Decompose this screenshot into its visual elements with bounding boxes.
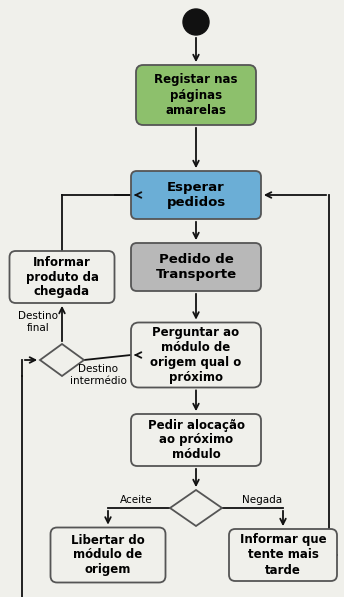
FancyBboxPatch shape [131, 322, 261, 387]
FancyBboxPatch shape [51, 528, 165, 583]
Text: Pedir alocação
ao próximo
módulo: Pedir alocação ao próximo módulo [148, 418, 245, 461]
Text: Destino
final: Destino final [18, 311, 58, 333]
Text: Aceite: Aceite [120, 495, 153, 505]
Text: Informar que
tente mais
tarde: Informar que tente mais tarde [240, 534, 326, 577]
Circle shape [183, 9, 209, 35]
FancyBboxPatch shape [131, 243, 261, 291]
Text: Libertar do
módulo de
origem: Libertar do módulo de origem [71, 534, 145, 577]
Text: Esperar
pedidos: Esperar pedidos [166, 181, 226, 209]
FancyBboxPatch shape [131, 171, 261, 219]
Text: Informar
produto da
chegada: Informar produto da chegada [25, 256, 98, 298]
Text: Negada: Negada [242, 495, 282, 505]
FancyBboxPatch shape [136, 65, 256, 125]
Text: Pedido de
Transporte: Pedido de Transporte [155, 253, 237, 281]
Polygon shape [170, 490, 222, 526]
FancyBboxPatch shape [131, 414, 261, 466]
Text: Perguntar ao
módulo de
origem qual o
próximo: Perguntar ao módulo de origem qual o pró… [150, 326, 241, 384]
Text: Destino
intermédio: Destino intermédio [70, 364, 127, 386]
FancyBboxPatch shape [10, 251, 115, 303]
Text: Registar nas
páginas
amarelas: Registar nas páginas amarelas [154, 73, 238, 116]
FancyBboxPatch shape [229, 529, 337, 581]
Polygon shape [40, 344, 84, 376]
